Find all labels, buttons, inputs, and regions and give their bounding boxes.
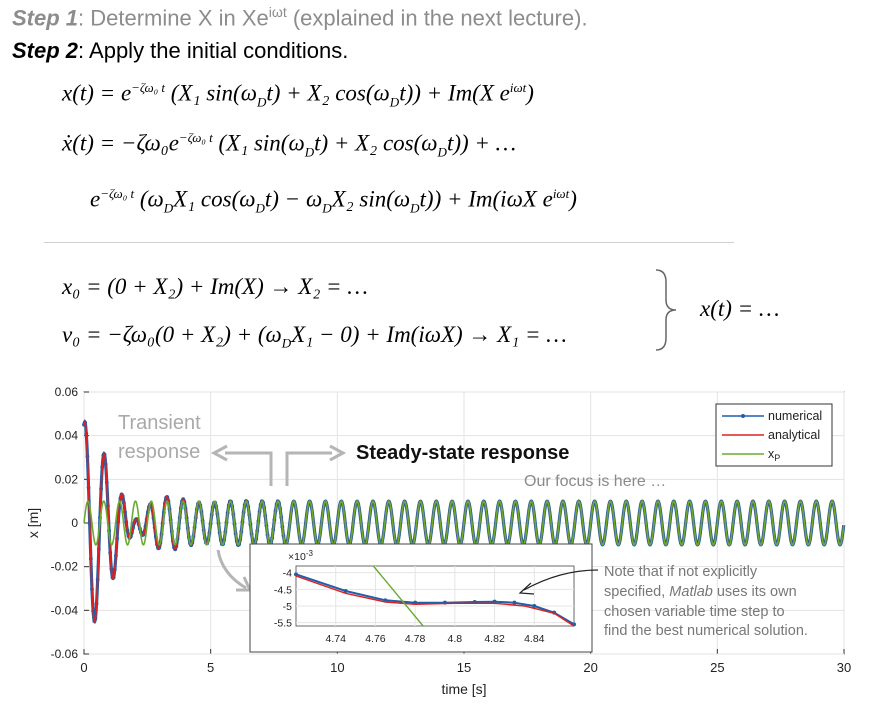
annotation-layer: Transient response Steady-state response Ou… [118, 412, 808, 639]
x-tick-label: 20 [583, 660, 597, 675]
inset-numerical-point [294, 572, 298, 577]
divider [44, 242, 734, 243]
inset-numerical-point [343, 589, 348, 593]
zoom-arrow [216, 549, 247, 590]
step1-text: : Determine X in Xe [78, 5, 269, 31]
step2-label: Step 2 [12, 38, 79, 63]
note-line4: find the best numerical solution. [604, 623, 808, 639]
note-arrowhead [518, 582, 535, 595]
transient-label-line1: Transient [118, 412, 201, 434]
x-tick-label: 5 [207, 660, 214, 675]
legend-label-2: analytical [768, 428, 820, 442]
y-tick-label: -0.02 [51, 560, 79, 574]
y-tick-label: 0.02 [55, 472, 79, 486]
equation-v0: v₀ = −ζω₀(0 + X₂) + (ωDX₁ − 0) + Im(iωX)… [62, 322, 567, 351]
response-plot: 0 5 10 15 20 25 30 0.06 0.04 0.02 0 -0.02 -0.04 -0.06… [25, 385, 851, 697]
step2-text: : Apply the initial conditions. [78, 38, 349, 63]
equation-result: x(t) = … [700, 296, 780, 321]
legend-text-3: x [768, 447, 775, 461]
x-tick-label: 15 [457, 660, 471, 675]
inset-x-tick-label: 4.82 [484, 633, 505, 645]
inset-y-tick-label: -4 [283, 568, 292, 580]
legend-marker [741, 414, 745, 418]
equation-xdot-t: ẋ(t) = −ζω₀e−ζω₀ t (X₁ sin(ωDt) + X₂ cos… [62, 130, 517, 160]
inset-xp-line [372, 565, 424, 627]
x-tick-label: 25 [710, 660, 724, 675]
equation-x0: x₀ = (0 + X₂) + Im(X) → X₂ = … [62, 274, 368, 299]
inset-x-tick-label: 4.74 [325, 633, 346, 645]
note-arrow [523, 569, 599, 591]
x-tick-label: 10 [330, 660, 344, 675]
y-tick-label: -0.06 [51, 647, 79, 661]
inset-scale-label: ×10-3 [288, 549, 313, 563]
steady-arrow [285, 451, 332, 486]
note-line3: chosen variable time step to [604, 604, 785, 620]
note-line2-b: Matlab [669, 584, 713, 600]
note-line1: Note that if not explicitly [604, 564, 758, 580]
inset-scale-base: ×10 [288, 551, 306, 563]
y-axis-label: x [m] [25, 508, 41, 538]
inset-x-tick-label: 4.8 [448, 633, 463, 645]
legend-text-1: numerical [768, 409, 822, 423]
step2-heading: Step 2: Apply the initial conditions. [12, 38, 348, 64]
inset-x-tick-label: 4.76 [365, 633, 386, 645]
transient-arrowhead [210, 444, 228, 462]
step1-heading: Step 1: Determine X in Xeiωt (explained … [12, 4, 588, 31]
inset-x-tick-label: 4.84 [524, 633, 545, 645]
x-axis-label: time [s] [441, 681, 486, 697]
transient-label-line2: response [118, 441, 200, 463]
inset-y-tick-label: -5.5 [274, 618, 292, 630]
transient-arrow [225, 451, 273, 486]
inset-analytical-line [295, 575, 575, 627]
note-line2: specified, Matlab uses its own [604, 584, 797, 600]
y-tick-label: 0.04 [55, 429, 79, 443]
legend-label-3: xP [768, 447, 780, 463]
step1-label: Step 1 [12, 5, 79, 31]
legend-text-2: analytical [768, 428, 820, 442]
x-tick-label: 30 [837, 660, 851, 675]
note-line2-c: uses its own [713, 584, 797, 600]
y-tick-label: -0.04 [51, 603, 79, 617]
legend-subscript: P [774, 453, 780, 463]
inset-y-tick-label: -4.5 [274, 584, 292, 596]
legend-label-1: numerical [768, 409, 822, 423]
steady-arrowhead [329, 444, 347, 462]
equation-x-t: x(t) = e−ζω₀ t (X₁ sin(ωDt) + X₂ cos(ωDt… [62, 80, 534, 110]
inset-frame [295, 565, 575, 627]
series-layer [82, 419, 846, 624]
y-tick-label: 0 [71, 516, 78, 530]
inset-layer: 4.74 4.76 4.78 4.8 4.82 4.84 -4 -4.5 -5 -5.5 ×10-3 [249, 543, 599, 653]
inset-y-tick-label: -5 [283, 601, 292, 613]
inset-x-tick-label: 4.78 [405, 633, 426, 645]
focus-label: Our focus is here … [524, 473, 666, 490]
step1-sup: iωt [268, 4, 287, 20]
legend-layer: numerical analytical xP [715, 403, 833, 467]
x-tick-label: 0 [80, 660, 87, 675]
inset-numerical-point [532, 604, 537, 608]
series-xp-line [83, 500, 845, 546]
step1-rest: (explained in the next lecture). [286, 5, 588, 31]
inset-scale-exp: -3 [306, 549, 314, 558]
y-tick-label: 0.06 [55, 385, 79, 399]
curly-brace [655, 269, 677, 351]
inset-numerical-point [512, 600, 517, 605]
note-line2-a: specified, [604, 584, 669, 600]
steady-state-label: Steady-state response [356, 442, 569, 464]
equation-xdot-continued: e−ζω₀ t (ωDX₁ cos(ωDt) − ωDX₂ sin(ωDt)) … [90, 186, 577, 216]
